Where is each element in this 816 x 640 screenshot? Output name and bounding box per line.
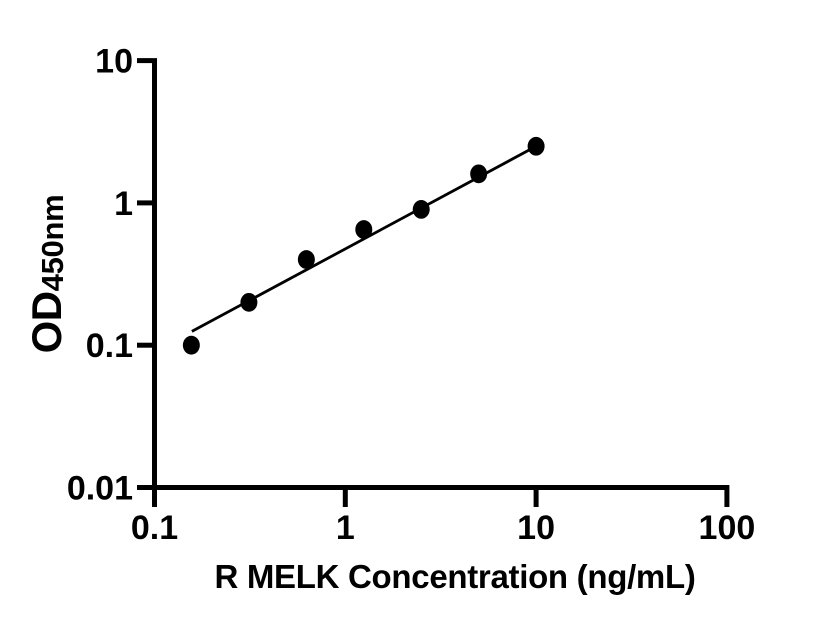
x-tick-label: 10	[517, 509, 555, 547]
axis-spines	[152, 58, 730, 490]
data-point-marker	[240, 292, 258, 312]
data-point-marker	[297, 250, 315, 269]
y-tick-label: 10	[95, 43, 133, 81]
x-tick-label: 0.1	[131, 509, 178, 547]
data-point-marker	[527, 136, 545, 156]
y-tick-label: 0.1	[86, 327, 133, 365]
data-point-marker	[355, 220, 373, 239]
y-axis-title-main: OD	[23, 291, 70, 354]
y-axis-title-subscript: 450nm	[35, 194, 70, 292]
y-tick-label: 0.01	[67, 470, 133, 508]
y-tick-label: 1	[114, 185, 133, 223]
data-point-marker	[182, 335, 200, 355]
y-axis-title: OD 450nm	[23, 195, 71, 354]
x-tick-label: 1	[336, 509, 355, 547]
x-tick-label: 100	[699, 509, 756, 547]
data-point-marker	[470, 164, 488, 184]
x-axis-title: R MELK Concentration (ng/mL)	[214, 558, 696, 595]
data-point-marker	[412, 200, 430, 219]
